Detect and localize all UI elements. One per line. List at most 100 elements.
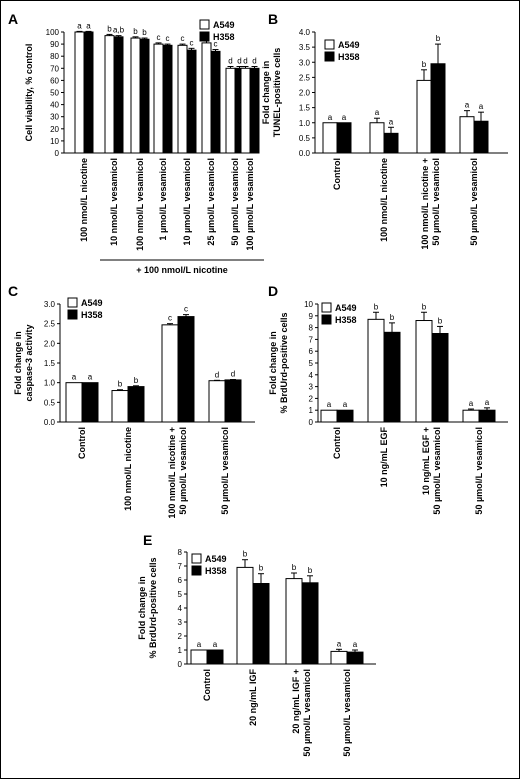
y-tick-label: 0 <box>309 418 314 427</box>
bar-h358 <box>162 44 173 154</box>
y-tick-label: 1 <box>309 406 314 415</box>
y-tick-label: 1.0 <box>44 379 56 388</box>
y-axis-title: Fold change in <box>268 331 278 395</box>
significance-letter: a <box>343 400 348 409</box>
significance-letter: a <box>469 399 474 408</box>
y-axis-title: % BrdUrd-positive cells <box>148 557 158 658</box>
y-tick-label: 30 <box>50 113 59 122</box>
y-tick-label: 3.0 <box>44 300 56 309</box>
legend-label: H358 <box>205 566 227 576</box>
significance-letter: b <box>118 380 123 389</box>
bar-h358 <box>249 67 260 154</box>
significance-letter: b <box>133 27 138 36</box>
y-tick-label: 40 <box>50 101 59 110</box>
significance-letter: a <box>213 640 218 649</box>
panel-label: C <box>8 283 18 299</box>
bar-h358 <box>186 49 197 154</box>
y-tick-label: 100 <box>46 28 60 37</box>
significance-letter: c <box>184 305 188 314</box>
bar-h358 <box>127 386 145 423</box>
category-label: Control <box>332 158 342 190</box>
legend-swatch-a549 <box>191 553 202 564</box>
y-tick-label: 2.5 <box>44 320 56 329</box>
y-tick-label: 1.5 <box>44 359 56 368</box>
bar-h358 <box>210 50 221 154</box>
significance-letter: a <box>72 373 77 382</box>
legend-swatch-h358 <box>324 51 335 62</box>
y-tick-label: 3.5 <box>299 43 311 52</box>
significance-letter: b <box>243 550 248 559</box>
y-tick-label: 1.0 <box>299 119 311 128</box>
bar-a549 <box>416 79 432 154</box>
y-tick-label: 70 <box>50 64 59 73</box>
category-label: 10 ng/mL EGF + <box>421 427 431 495</box>
bar-a549 <box>225 67 236 154</box>
y-tick-label: 10 <box>50 137 59 146</box>
bar-a549 <box>74 31 85 154</box>
bar-h358 <box>430 63 446 154</box>
y-tick-label: 2.0 <box>299 89 311 98</box>
y-axis-title: caspase-3 activity <box>24 324 34 401</box>
significance-letter: c <box>157 33 161 42</box>
category-label: 100 nmol/L nicotine + <box>167 427 177 519</box>
category-label: 50 µmol/L vesamicol <box>469 158 479 246</box>
significance-letter: a <box>485 398 490 407</box>
category-label: 20 ng/mL IGF + <box>291 669 301 734</box>
significance-letter: b <box>134 376 139 385</box>
bar-a549 <box>320 409 338 423</box>
significance-letter: c <box>168 314 172 323</box>
significance-letter: d <box>215 370 219 379</box>
significance-letter: b <box>422 302 427 311</box>
category-label: Control <box>202 669 212 701</box>
y-tick-label: 3.0 <box>299 58 311 67</box>
bar-a549 <box>459 116 475 154</box>
bar-h358 <box>177 316 195 423</box>
bar-a549 <box>322 122 338 154</box>
y-tick-label: 0 <box>178 660 183 669</box>
bar-a549 <box>201 42 212 154</box>
category-label: 100 nmol/L vesamicol <box>135 158 145 251</box>
y-tick-label: 0.5 <box>44 398 56 407</box>
y-tick-label: 80 <box>50 52 59 61</box>
bar-h358 <box>478 409 496 423</box>
bar-h358 <box>346 651 364 665</box>
group-label: + 100 nmol/L nicotine <box>136 265 228 275</box>
y-tick-label: 4 <box>309 371 314 380</box>
y-tick-label: 2 <box>178 632 183 641</box>
significance-letter: b <box>308 566 313 575</box>
category-label: 100 nmol/L nicotine <box>123 427 133 511</box>
y-tick-label: 0.5 <box>299 134 311 143</box>
category-label: 10 ng/mL EGF <box>379 427 389 488</box>
significance-letter: b <box>107 24 112 33</box>
significance-letter: b <box>422 60 427 69</box>
y-axis-title: Fold change in <box>261 61 271 125</box>
y-tick-label: 3 <box>178 618 183 627</box>
category-label: 10 nmol/L vesamicol <box>109 158 119 246</box>
bar-a549 <box>330 650 348 665</box>
panel-label: D <box>268 283 278 299</box>
significance-letter: a <box>337 639 342 648</box>
category-label: 10 µmol/L vesamicol <box>182 158 192 246</box>
panel-label: E <box>143 532 152 548</box>
category-label: Control <box>332 427 342 459</box>
category-label: 100 nmol/L nicotine <box>379 158 389 242</box>
bar-a549 <box>415 320 433 423</box>
y-tick-label: 8 <box>178 548 183 557</box>
bar-h358 <box>224 379 242 423</box>
bar-a549 <box>367 318 385 423</box>
significance-letter: a <box>197 640 202 649</box>
y-tick-label: 2.5 <box>299 73 311 82</box>
y-tick-label: 8 <box>309 324 314 333</box>
legend-swatch-a549 <box>199 19 210 30</box>
y-tick-label: 7 <box>309 335 314 344</box>
category-label: 50 µmol/L vesamicol <box>342 669 352 757</box>
bar-h358 <box>81 382 99 423</box>
category-label: 50 µmol/L vesamicol <box>302 669 312 757</box>
y-tick-label: 0.0 <box>44 418 56 427</box>
bar-a549 <box>240 67 251 154</box>
category-label: Control <box>77 427 87 459</box>
category-label: 50 µmol/L vesamicol <box>230 158 240 246</box>
y-tick-label: 90 <box>50 40 59 49</box>
significance-letter: d <box>237 56 241 65</box>
